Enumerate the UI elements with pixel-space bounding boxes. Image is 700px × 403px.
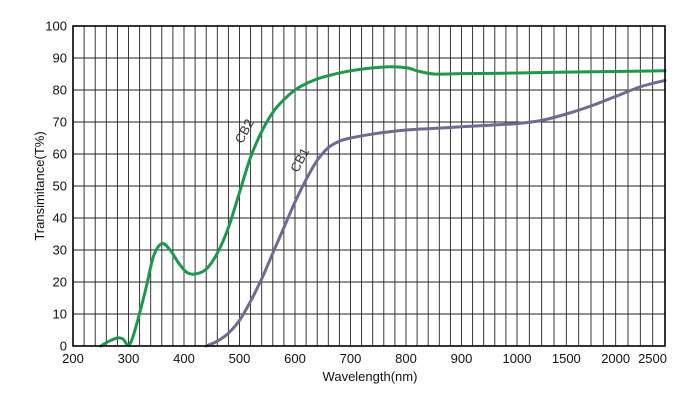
plot-border: [72, 25, 666, 347]
y-tick-label: 70: [53, 115, 67, 130]
x-tick-label: 2500: [638, 351, 667, 366]
x-tick-label: 1500: [552, 351, 581, 366]
x-tick-label: 400: [173, 351, 195, 366]
y-tick-label: 60: [53, 147, 67, 162]
y-tick-label: 90: [53, 51, 67, 66]
y-tick-label: 100: [45, 19, 67, 34]
series-layer: [99, 65, 667, 348]
y-tick-label: 40: [53, 211, 67, 226]
series-line-cb2: [99, 65, 667, 348]
x-tick-label: 800: [395, 351, 417, 366]
y-tick-labels: 0 10 20 30 40 50 60 70 80 90 100: [45, 19, 67, 354]
y-tick-label: 50: [53, 179, 67, 194]
x-tick-labels: 200 300 400 500 600 700 800 900 1000 1500 2000 2500: [62, 351, 667, 366]
x-tick-label: 500: [229, 351, 251, 366]
series-line-cb1: [204, 78, 667, 348]
x-tick-label: 700: [340, 351, 362, 366]
x-axis-title: Wavelength(nm): [323, 369, 418, 384]
x-tick-label: 200: [62, 351, 84, 366]
y-tick-label: 0: [60, 339, 67, 354]
y-tick-label: 10: [53, 307, 67, 322]
x-tick-label: 300: [118, 351, 140, 366]
x-tick-label: 2000: [601, 351, 630, 366]
grid-lines: [73, 26, 665, 346]
x-tick-label: 600: [284, 351, 306, 366]
y-tick-label: 80: [53, 83, 67, 98]
y-axis-title: Transimitance(T%): [32, 131, 47, 240]
y-tick-label: 30: [53, 243, 67, 258]
y-tick-label: 20: [53, 275, 67, 290]
x-tick-label: 1000: [503, 351, 532, 366]
x-tick-label: 900: [451, 351, 473, 366]
